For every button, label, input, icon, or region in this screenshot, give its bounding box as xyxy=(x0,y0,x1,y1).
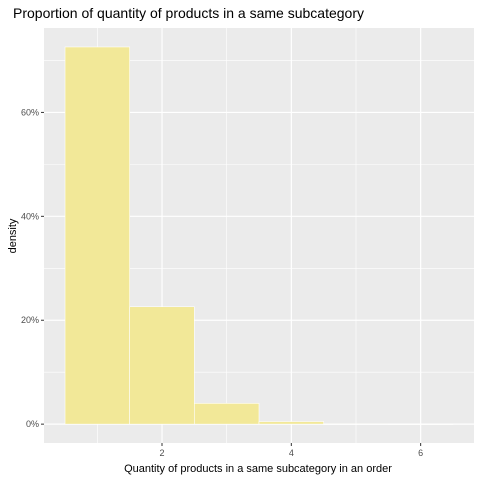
chart-title: Proportion of quantity of products in a … xyxy=(13,5,364,21)
x-axis-title: Quantity of products in a same subcatego… xyxy=(124,463,392,475)
y-tick-label: 0% xyxy=(26,419,39,429)
y-tick-label: 60% xyxy=(21,107,39,117)
y-axis-title: density xyxy=(7,218,19,253)
histogram-bar-4 xyxy=(258,421,324,425)
histogram-bar-1 xyxy=(64,46,130,425)
x-tick-label: 2 xyxy=(159,448,164,458)
histogram-bars xyxy=(64,46,454,425)
histogram-bar-6 xyxy=(388,423,454,425)
x-axis-ticks: 2 4 6 xyxy=(159,443,423,458)
y-tick-label: 40% xyxy=(21,211,39,221)
histogram-bar-5 xyxy=(323,423,389,425)
histogram-bar-2 xyxy=(129,306,195,425)
y-tick-label: 20% xyxy=(21,315,39,325)
y-axis-ticks: 0% 20% 40% 60% xyxy=(21,107,44,429)
x-tick-label: 6 xyxy=(418,448,423,458)
histogram-bar-3 xyxy=(194,403,260,425)
x-tick-label: 4 xyxy=(289,448,294,458)
